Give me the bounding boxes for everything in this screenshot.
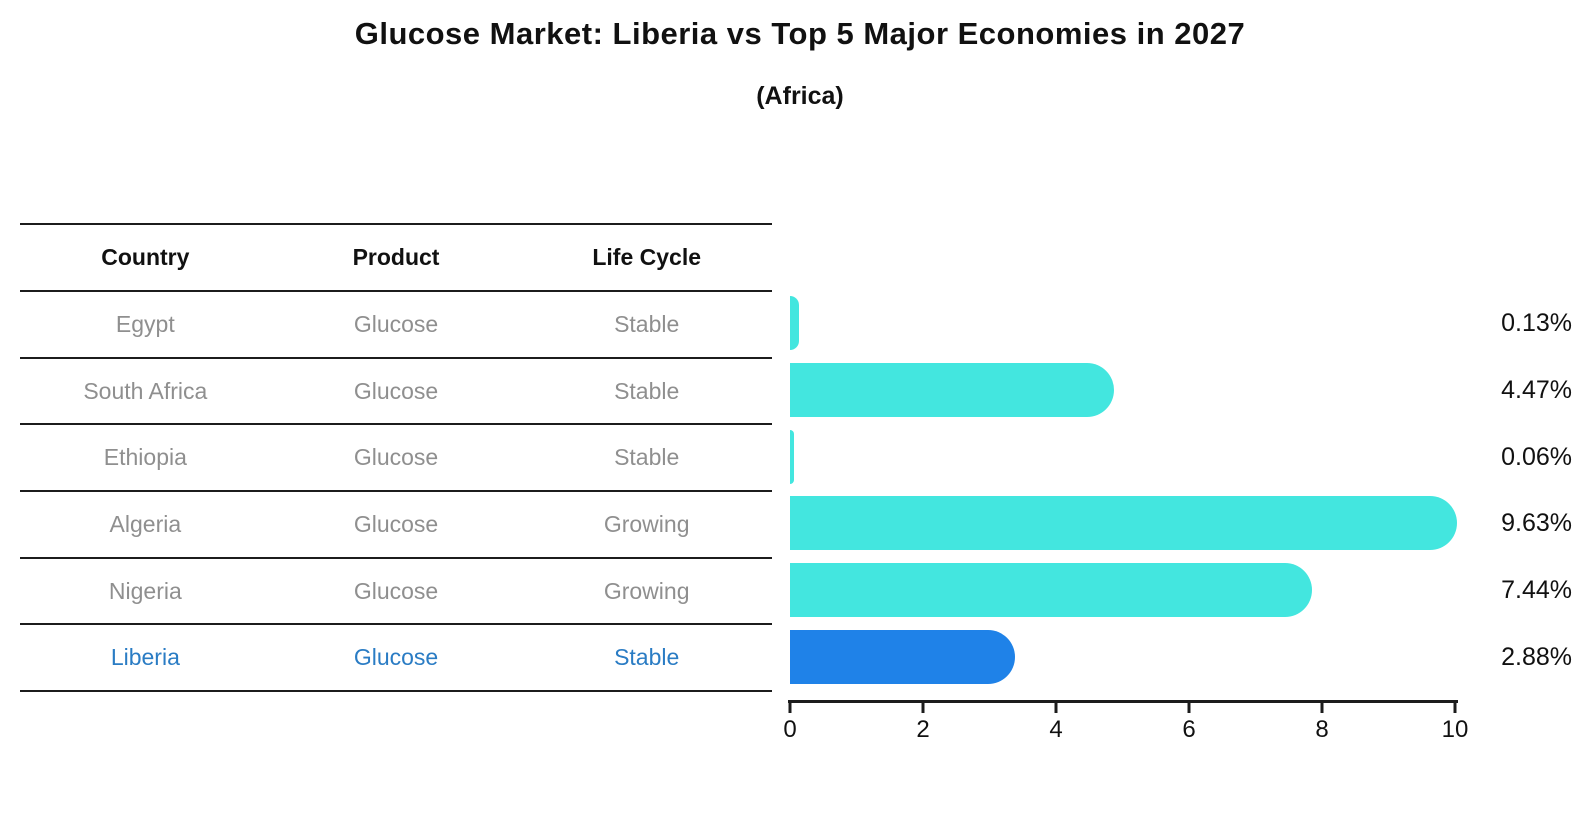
bar-algeria	[790, 496, 1458, 550]
chart-subtitle: (Africa)	[756, 82, 844, 110]
column-header-life-cycle: Life Cycle	[592, 244, 701, 270]
bar-liberia	[790, 630, 1015, 684]
x-axis-tick	[1187, 703, 1191, 713]
cell-product: Glucose	[353, 510, 439, 537]
column-header-product: Product	[352, 244, 440, 270]
table-row-egypt: Egypt Glucose Stable	[20, 292, 772, 359]
cell-product: Glucose	[353, 577, 439, 604]
table-header-row: Country Product Life Cycle	[20, 225, 772, 292]
x-axis-tick	[1320, 703, 1324, 713]
comparison-table: Country Product Life Cycle Egypt Glucose…	[20, 223, 772, 693]
cell-life-cycle: Stable	[614, 310, 680, 337]
value-label-nigeria: 7.44%	[1501, 576, 1572, 604]
x-axis-tick-label: 4	[1049, 716, 1063, 743]
x-axis-tick	[788, 703, 792, 713]
x-axis-tick	[1453, 703, 1457, 713]
x-axis-tick	[921, 703, 925, 713]
x-axis-line	[788, 700, 1458, 703]
cell-life-cycle: Growing	[603, 510, 690, 537]
bar-egypt	[790, 296, 799, 350]
column-header-country: Country	[101, 244, 190, 270]
x-axis-tick-label: 8	[1315, 716, 1329, 743]
cell-product: Glucose	[353, 644, 439, 671]
bar-south-africa	[790, 363, 1115, 417]
x-axis-tick-label: 6	[1182, 716, 1196, 743]
cell-country: Liberia	[110, 644, 180, 671]
table-row-liberia: Liberia Glucose Stable	[20, 625, 772, 693]
chart-title: Glucose Market: Liberia vs Top 5 Major E…	[354, 16, 1246, 51]
x-axis-tick-label: 0	[783, 716, 797, 743]
table-row-ethiopia: Ethiopia Glucose Stable	[20, 425, 772, 493]
cell-country: South Africa	[83, 377, 208, 404]
value-label-liberia: 2.88%	[1501, 643, 1572, 671]
cell-country: Algeria	[109, 510, 182, 537]
cell-country: Nigeria	[108, 577, 182, 604]
cell-life-cycle: Stable	[614, 444, 680, 471]
cell-product: Glucose	[353, 377, 439, 404]
value-label-ethiopia: 0.06%	[1501, 443, 1572, 471]
cell-life-cycle: Growing	[603, 577, 690, 604]
value-label-algeria: 9.63%	[1501, 509, 1572, 537]
cell-product: Glucose	[353, 444, 439, 471]
table-row-south-africa: South Africa Glucose Stable	[20, 359, 772, 426]
table-row-nigeria: Nigeria Glucose Growing	[20, 559, 772, 626]
cell-country: Ethiopia	[103, 444, 187, 471]
cell-life-cycle: Stable	[614, 377, 680, 404]
bar-ethiopia	[790, 430, 794, 484]
bar-nigeria	[790, 563, 1312, 617]
x-axis-tick-label: 2	[916, 716, 930, 743]
cell-product: Glucose	[353, 310, 439, 337]
cell-life-cycle: Stable	[614, 644, 680, 671]
value-label-south-africa: 4.47%	[1501, 376, 1572, 404]
cell-country: Egypt	[115, 310, 175, 337]
value-label-egypt: 0.13%	[1501, 309, 1572, 337]
x-axis-tick-label: 10	[1441, 716, 1469, 743]
x-axis-tick	[1054, 703, 1058, 713]
table-row-algeria: Algeria Glucose Growing	[20, 492, 772, 559]
